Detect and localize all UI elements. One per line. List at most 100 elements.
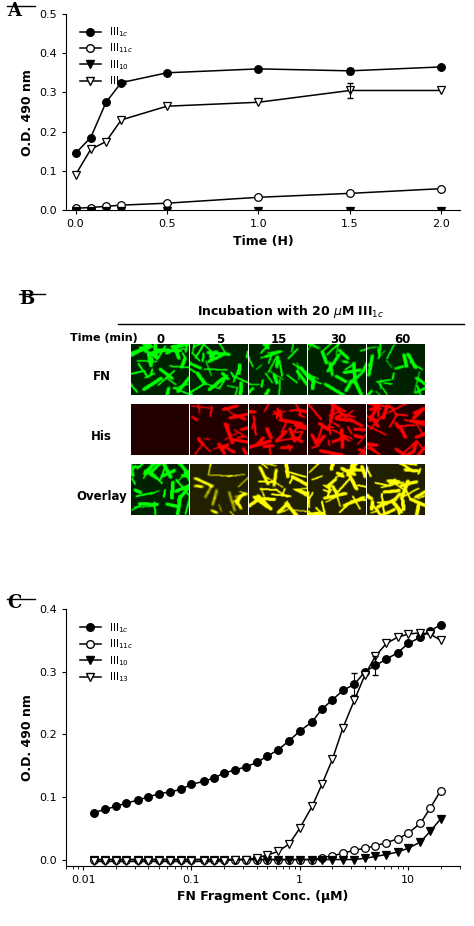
III$_{11c}$ — [352, 845, 357, 856]
III$_{10}$ — [189, 854, 194, 865]
III$_{13}$ — [135, 856, 141, 867]
Line: III$_{13}$: III$_{13}$ — [72, 86, 446, 179]
III$_{11c}$ — [275, 854, 281, 865]
III$_{10}$ — [232, 854, 237, 865]
III$_{1c}$ — [352, 679, 357, 690]
Line: III$_{10}$: III$_{10}$ — [72, 206, 446, 216]
III$_{11c}$ — [383, 837, 389, 848]
III$_{10}$ — [178, 854, 184, 865]
Text: His: His — [91, 431, 112, 444]
III$_{13}$ — [88, 144, 93, 155]
Line: III$_{10}$: III$_{10}$ — [90, 815, 445, 864]
III$_{11c}$ — [221, 854, 227, 865]
Y-axis label: O.D. 490 nm: O.D. 490 nm — [21, 69, 34, 156]
III$_{13}$ — [123, 856, 129, 867]
III$_{13}$ — [405, 629, 411, 640]
III$_{1c}$ — [373, 660, 378, 671]
III$_{1c}$ — [118, 77, 124, 88]
III$_{11c}$ — [373, 840, 378, 851]
III$_{11c}$ — [164, 197, 170, 208]
Line: III$_{11c}$: III$_{11c}$ — [90, 787, 445, 863]
III$_{13}$ — [118, 115, 124, 126]
Text: 60: 60 — [394, 332, 411, 345]
III$_{1c}$ — [167, 786, 173, 797]
Line: III$_{1c}$: III$_{1c}$ — [90, 620, 445, 817]
III$_{1c}$ — [164, 68, 170, 79]
III$_{1c}$ — [255, 63, 261, 74]
III$_{13}$ — [438, 635, 444, 646]
III$_{10}$ — [146, 854, 151, 865]
III$_{11c}$ — [211, 854, 217, 865]
III$_{10}$ — [395, 846, 401, 857]
III$_{11c}$ — [319, 852, 325, 863]
III$_{10}$ — [255, 206, 261, 217]
III$_{13}$ — [329, 754, 335, 765]
III$_{13}$ — [211, 856, 217, 867]
III$_{13}$ — [319, 779, 325, 790]
III$_{11c}$ — [329, 850, 335, 861]
III$_{1c}$ — [309, 716, 315, 727]
Y-axis label: O.D. 490 nm: O.D. 490 nm — [21, 694, 34, 781]
Text: C: C — [8, 594, 22, 611]
III$_{10}$ — [167, 854, 173, 865]
III$_{10}$ — [418, 836, 423, 847]
Line: III$_{1c}$: III$_{1c}$ — [72, 63, 445, 157]
III$_{10}$ — [362, 853, 368, 864]
III$_{11c}$ — [73, 203, 78, 214]
III$_{1c}$ — [319, 704, 325, 715]
X-axis label: FN Fragment Conc. (μM): FN Fragment Conc. (μM) — [177, 891, 349, 904]
III$_{11c}$ — [243, 854, 249, 865]
III$_{1c}$ — [340, 685, 346, 696]
Text: Incubation with 20 $\mu$M III$_{1c}$: Incubation with 20 $\mu$M III$_{1c}$ — [197, 303, 384, 320]
III$_{13}$ — [103, 136, 109, 147]
III$_{11c}$ — [264, 854, 270, 865]
Text: 0: 0 — [157, 332, 165, 345]
III$_{1c}$ — [362, 666, 368, 677]
III$_{1c}$ — [428, 625, 433, 636]
III$_{13}$ — [156, 856, 162, 867]
III$_{1c}$ — [286, 735, 292, 746]
Legend: III$_{1c}$, III$_{11c}$, III$_{10}$, III$_{13}$: III$_{1c}$, III$_{11c}$, III$_{10}$, III… — [75, 617, 137, 688]
III$_{10}$ — [103, 206, 109, 217]
III$_{13}$ — [201, 856, 207, 867]
III$_{1c}$ — [156, 788, 162, 799]
III$_{11c}$ — [347, 188, 353, 199]
III$_{13}$ — [91, 856, 97, 867]
III$_{13}$ — [275, 845, 281, 857]
III$_{10}$ — [383, 849, 389, 860]
III$_{13}$ — [352, 694, 357, 706]
III$_{11c}$ — [418, 818, 423, 829]
III$_{13}$ — [178, 856, 184, 867]
III$_{1c}$ — [264, 751, 270, 762]
III$_{1c}$ — [275, 745, 281, 756]
Text: A: A — [8, 2, 21, 20]
III$_{13}$ — [146, 856, 151, 867]
III$_{11c}$ — [189, 854, 194, 865]
III$_{11c}$ — [88, 202, 93, 213]
Text: B: B — [19, 290, 35, 307]
Text: 5: 5 — [216, 332, 224, 345]
III$_{13}$ — [221, 856, 227, 867]
III$_{1c}$ — [189, 779, 194, 790]
Text: Time (min): Time (min) — [70, 332, 138, 343]
III$_{1c}$ — [102, 804, 108, 815]
Legend: III$_{1c}$, III$_{11c}$, III$_{10}$, III$_{13}$: III$_{1c}$, III$_{11c}$, III$_{10}$, III… — [75, 21, 137, 93]
III$_{11c}$ — [123, 854, 129, 865]
III$_{1c}$ — [383, 654, 389, 665]
III$_{1c}$ — [91, 807, 97, 819]
III$_{10}$ — [405, 843, 411, 854]
III$_{10}$ — [352, 854, 357, 865]
III$_{10}$ — [254, 854, 260, 865]
III$_{11c}$ — [146, 854, 151, 865]
III$_{10}$ — [297, 854, 302, 865]
III$_{10}$ — [373, 851, 378, 862]
Text: FN: FN — [93, 370, 111, 383]
III$_{1c}$ — [113, 801, 118, 812]
III$_{13}$ — [309, 801, 315, 812]
III$_{11c}$ — [113, 854, 118, 865]
III$_{11c}$ — [232, 854, 237, 865]
III$_{10}$ — [329, 854, 335, 865]
III$_{10}$ — [118, 206, 124, 217]
III$_{11c}$ — [102, 854, 108, 865]
Text: Overlay: Overlay — [76, 491, 127, 504]
